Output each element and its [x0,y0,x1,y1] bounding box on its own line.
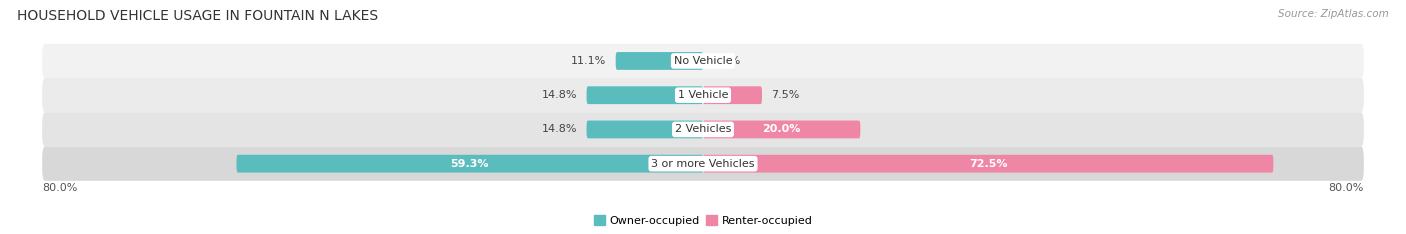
FancyBboxPatch shape [236,155,703,173]
FancyBboxPatch shape [42,78,1364,112]
FancyBboxPatch shape [616,52,703,70]
Text: 80.0%: 80.0% [42,183,77,193]
FancyBboxPatch shape [703,155,1274,173]
FancyBboxPatch shape [42,44,1364,78]
Text: 0.0%: 0.0% [713,56,741,66]
FancyBboxPatch shape [703,86,762,104]
Text: 7.5%: 7.5% [772,90,800,100]
Text: 72.5%: 72.5% [969,159,1008,169]
Text: No Vehicle: No Vehicle [673,56,733,66]
Text: 1 Vehicle: 1 Vehicle [678,90,728,100]
Text: 20.0%: 20.0% [762,124,801,135]
Text: 14.8%: 14.8% [541,124,576,135]
FancyBboxPatch shape [586,121,703,138]
Text: 80.0%: 80.0% [1329,183,1364,193]
Text: Source: ZipAtlas.com: Source: ZipAtlas.com [1278,9,1389,19]
Text: 59.3%: 59.3% [450,159,489,169]
Text: 2 Vehicles: 2 Vehicles [675,124,731,135]
Text: HOUSEHOLD VEHICLE USAGE IN FOUNTAIN N LAKES: HOUSEHOLD VEHICLE USAGE IN FOUNTAIN N LA… [17,9,378,23]
Legend: Owner-occupied, Renter-occupied: Owner-occupied, Renter-occupied [589,211,817,230]
FancyBboxPatch shape [703,121,860,138]
Text: 3 or more Vehicles: 3 or more Vehicles [651,159,755,169]
FancyBboxPatch shape [586,86,703,104]
FancyBboxPatch shape [42,146,1364,181]
Text: 11.1%: 11.1% [571,56,606,66]
Text: 14.8%: 14.8% [541,90,576,100]
FancyBboxPatch shape [42,112,1364,146]
